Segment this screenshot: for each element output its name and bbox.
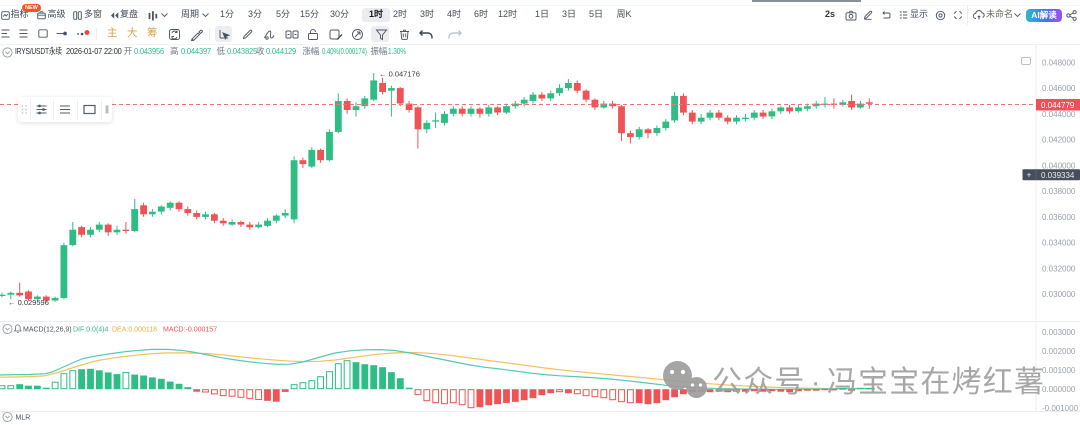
svg-text:公众号·冯宝宝在烤红薯: 公众号 · 冯宝宝在烤红薯 <box>712 366 1045 399</box>
svg-text:0.000000: 0.000000 <box>1042 385 1076 394</box>
svg-text:MACD:-0.000157: MACD:-0.000157 <box>163 327 217 334</box>
svg-text:0.046000: 0.046000 <box>1042 84 1076 93</box>
svg-text:0.032000: 0.032000 <box>1042 264 1076 273</box>
svg-text:0.044000: 0.044000 <box>1042 110 1076 119</box>
svg-text:← 0.047176: ← 0.047176 <box>379 70 420 79</box>
svg-text:MLR: MLR <box>16 415 31 422</box>
svg-text:0.034000: 0.034000 <box>1042 239 1076 248</box>
svg-text:DIF:0.0(4)4: DIF:0.0(4)4 <box>73 327 109 334</box>
svg-text:0.030000: 0.030000 <box>1042 290 1076 299</box>
svg-text:0.001000: 0.001000 <box>1042 366 1076 375</box>
svg-text:0.038000: 0.038000 <box>1042 187 1076 196</box>
svg-text:0.048000: 0.048000 <box>1042 58 1076 67</box>
svg-text:← 0.029596: ← 0.029596 <box>8 298 49 307</box>
svg-text:0.036000: 0.036000 <box>1042 213 1076 222</box>
svg-text:0.039334: 0.039334 <box>1041 171 1075 180</box>
svg-text:MACD(12,26,9): MACD(12,26,9) <box>23 327 72 334</box>
svg-text:0.042000: 0.042000 <box>1042 136 1076 145</box>
svg-text:0.044779: 0.044779 <box>1041 101 1075 110</box>
svg-text:0.040000: 0.040000 <box>1042 161 1076 170</box>
svg-text:0.002000: 0.002000 <box>1042 347 1076 356</box>
svg-text:DEA:0.000118: DEA:0.000118 <box>112 327 157 334</box>
svg-text:0.003000: 0.003000 <box>1042 328 1076 337</box>
svg-text:-0.001000: -0.001000 <box>1042 404 1079 413</box>
svg-text:+: + <box>1027 170 1032 180</box>
